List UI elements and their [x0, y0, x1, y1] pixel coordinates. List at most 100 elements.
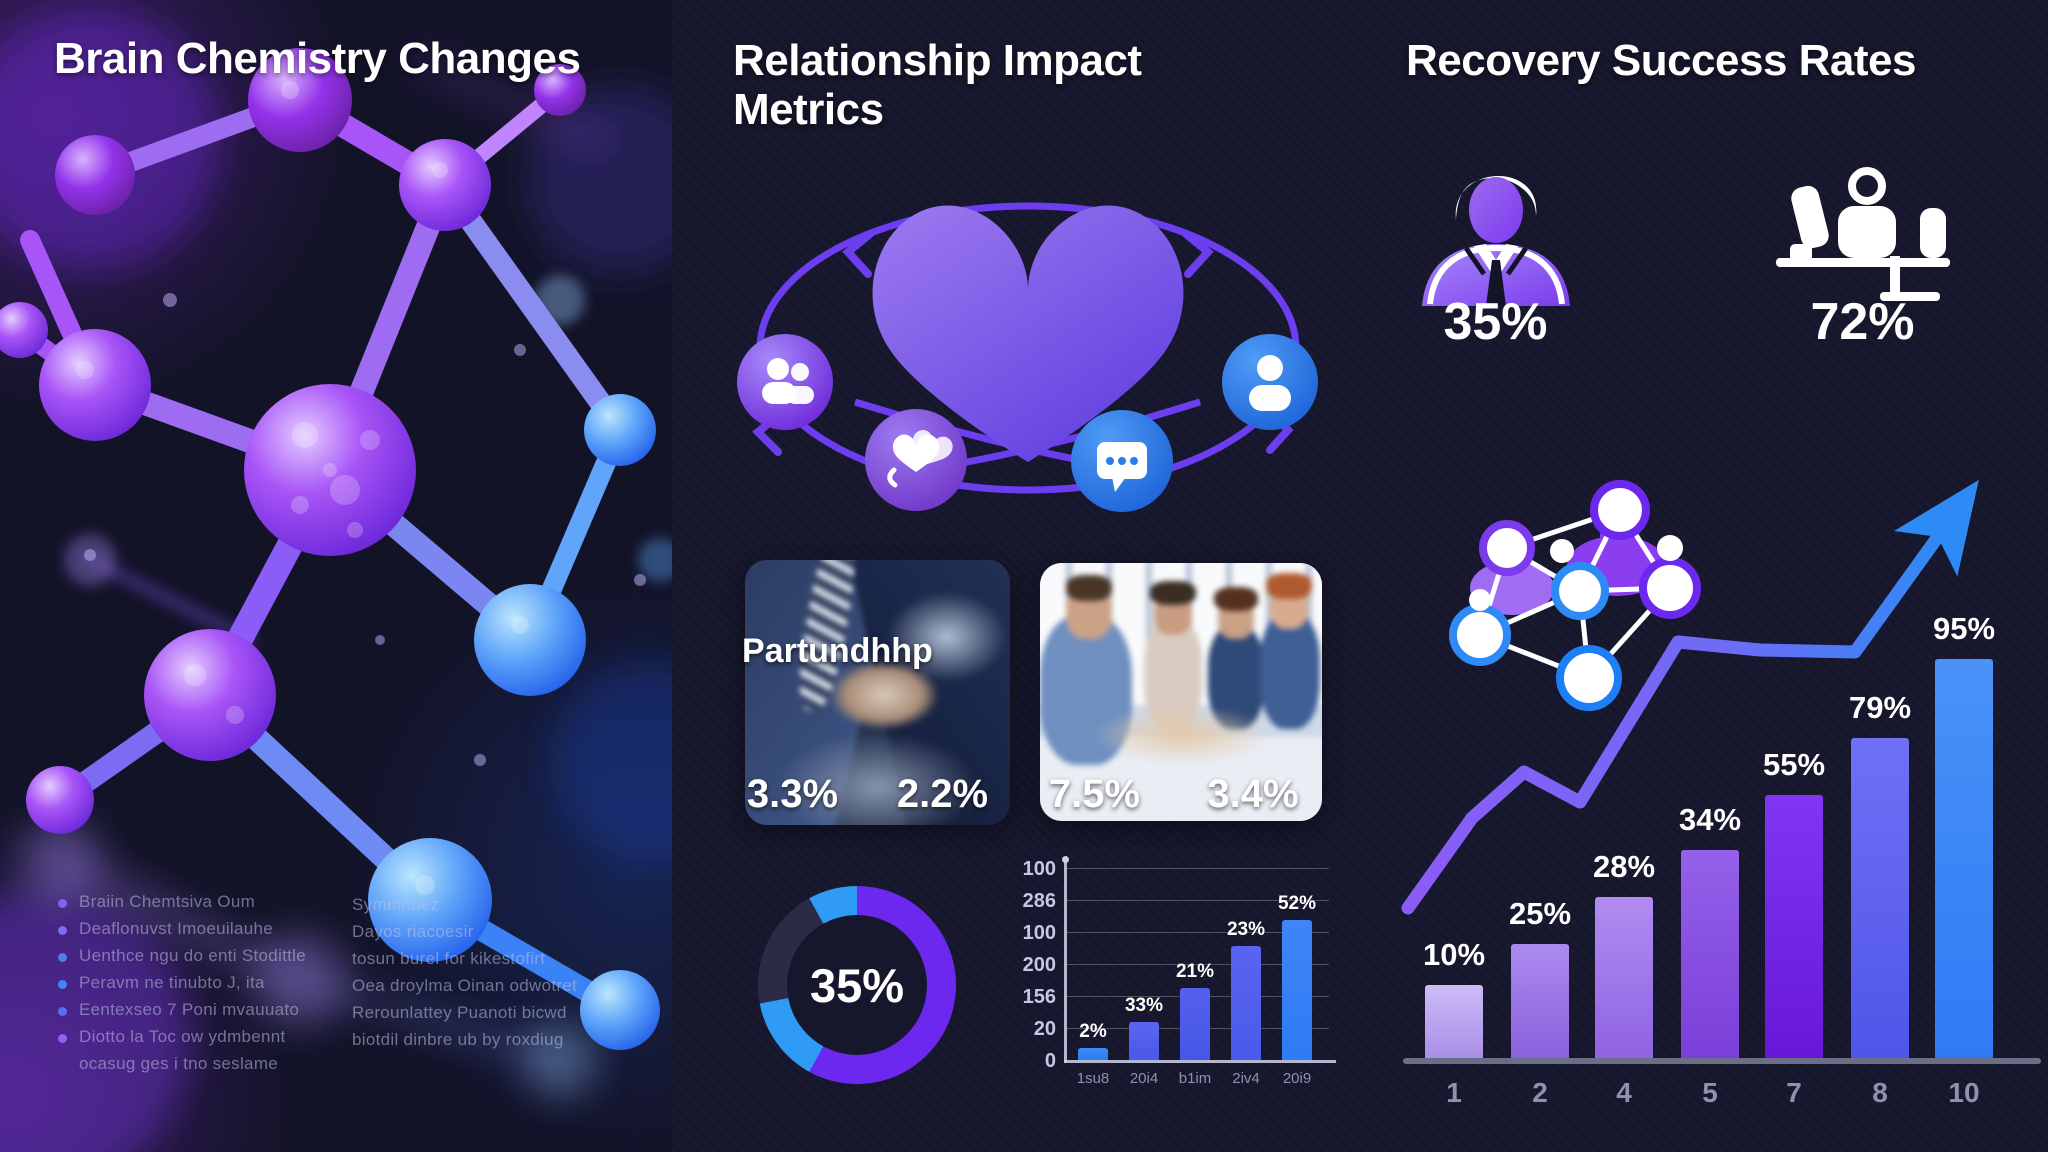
gridline — [1067, 964, 1329, 965]
panel-brain-chemistry: Brain Chemistry Changes Braiin Chemtsiva… — [0, 0, 672, 1152]
bar-value-label: 52% — [1277, 893, 1317, 914]
molecule-illustration — [0, 10, 672, 1152]
y-tick-label: 156 — [1022, 986, 1056, 1008]
bar-value-label: 33% — [1124, 995, 1164, 1016]
stat-value: 2.2% — [896, 772, 989, 816]
heart-hands-icon — [887, 430, 953, 488]
x-tick-label: 20i9 — [1282, 1070, 1312, 1087]
bullet-dot — [58, 1034, 67, 1043]
stat-value: 7.5% — [1048, 772, 1141, 816]
y-tick-label: 200 — [1022, 954, 1056, 976]
bar-value-label: 23% — [1226, 919, 1266, 940]
bullet-text: Diotto la Toc ow ydmbennt — [79, 1027, 286, 1046]
list-item: Deaflonuvst Imoeuilauhe — [58, 919, 306, 946]
bar-value-label: 79% — [1848, 690, 1912, 725]
bar — [1681, 850, 1739, 1058]
x-axis — [1064, 1060, 1336, 1063]
y-tick-label: 286 — [1022, 890, 1056, 912]
bar — [1180, 988, 1210, 1060]
bar — [1078, 1048, 1108, 1060]
person-icon — [1249, 355, 1291, 411]
list-item: Oea droylma Oinan odwotret — [352, 976, 577, 1003]
bar — [1129, 1022, 1159, 1060]
bar-value-label: 10% — [1422, 937, 1486, 972]
business-person-icon — [1422, 175, 1570, 306]
photo-caption: Partundhhp — [742, 632, 933, 670]
bar — [1425, 985, 1483, 1058]
y-tick-label: 100 — [1022, 922, 1056, 944]
bullet-text: Peravm ne tinubto J, ita — [79, 973, 265, 992]
x-tick-label: 10 — [1948, 1077, 1980, 1108]
bullet-text: Symmnuez — [352, 895, 440, 914]
team-meeting-photo — [1040, 563, 1322, 821]
bullet-text: Braiin Chemtsiva Oum — [79, 892, 256, 911]
y-axis-arrow — [1062, 856, 1069, 863]
chat-bubble-icon — [1097, 442, 1147, 492]
gridline — [1067, 932, 1329, 933]
list-item: Diotto la Toc ow ydmbennt — [58, 1027, 306, 1054]
trend-line — [1401, 479, 1979, 915]
bullet-dot — [58, 899, 67, 908]
x-tick-label: 5 — [1702, 1077, 1718, 1108]
bar-value-label: 28% — [1592, 849, 1656, 884]
page-title-relationship: Relationship Impact Metrics — [733, 36, 1142, 135]
list-item: Dayos riacoesir — [352, 922, 577, 949]
donut-hole — [787, 915, 927, 1055]
people-network-icon — [1449, 480, 1701, 711]
page-title-recovery: Recovery Success Rates — [1406, 36, 1917, 85]
bullet-text: Rerounlattey Puanoti bicwd — [352, 1003, 567, 1022]
x-tick-label: 20i4 — [1129, 1070, 1159, 1087]
relationship-cycle-diagram — [737, 202, 1318, 512]
group-node — [737, 334, 833, 430]
donut-chart: 35% — [758, 886, 956, 1084]
bar-value-label: 95% — [1932, 611, 1996, 646]
list-item: Uenthce ngu do enti Stodittle — [58, 946, 306, 973]
bullet-text: ocasug ges i tno seslame — [79, 1054, 279, 1073]
y-tick-label: 0 — [1044, 1050, 1056, 1072]
x-tick-label: 1su8 — [1076, 1070, 1110, 1087]
relationship-bar-chart: 100 286 100 200 156 20 0 2% 1su8 33% 20i4 21% b1im 23… — [1000, 848, 1345, 1148]
bullet-text: tosun burel for kikestofirt — [352, 949, 546, 968]
bar — [1935, 659, 1993, 1058]
bullet-text: biotdil dinbre ub by roxdiug — [352, 1030, 564, 1049]
bullet-list-right: Symmnuez Dayos riacoesir tosun burel for k… — [352, 895, 577, 1057]
x-tick-label: 7 — [1786, 1077, 1802, 1108]
gridline — [1067, 868, 1329, 869]
bullet-text: Uenthce ngu do enti Stodittle — [79, 946, 307, 965]
therapy-desk-icon — [1776, 167, 1950, 301]
bar — [1231, 946, 1261, 1060]
x-tick-label: 4 — [1616, 1077, 1632, 1108]
bullet-dot — [58, 926, 67, 935]
network-nodes — [1449, 480, 1701, 711]
bar — [1765, 795, 1823, 1058]
bar — [1595, 897, 1653, 1058]
x-axis — [1403, 1058, 2041, 1064]
gridline — [1067, 900, 1329, 901]
bullet-dot — [58, 1007, 67, 1016]
recovery-stat-2: 72% — [1810, 293, 1915, 351]
bullet-text: Dayos riacoesir — [352, 922, 474, 941]
list-item: biotdil dinbre ub by roxdiug — [352, 1030, 577, 1057]
list-item: Peravm ne tinubto J, ita — [58, 973, 306, 1000]
x-tick-label: 2iv4 — [1232, 1070, 1260, 1087]
handshake-photo — [745, 560, 1010, 825]
bar — [1511, 944, 1569, 1058]
stat-value: 3.3% — [746, 772, 839, 816]
bar-value-label: 34% — [1678, 802, 1742, 837]
list-item: Braiin Chemtsiva Oum — [58, 892, 306, 919]
y-tick-label: 20 — [1033, 1018, 1056, 1040]
x-tick-label: b1im — [1178, 1070, 1212, 1087]
bullet-text: Eentexseo 7 Poni mvauuato — [79, 1000, 300, 1019]
bullet-text: Deaflonuvst Imoeuilauhe — [79, 919, 274, 938]
bullet-dot — [58, 953, 67, 962]
bar-value-label: 55% — [1762, 747, 1826, 782]
y-tick-label: 100 — [1022, 858, 1056, 880]
bar-value-label: 2% — [1079, 1021, 1107, 1042]
list-item: Symmnuez — [352, 895, 577, 922]
recovery-bar-chart: 10% 1 25% 2 28% 4 34% 5 55% 7 79% 8 95% 10 — [1395, 455, 2048, 1152]
group-icon — [762, 358, 814, 404]
list-item: Eentexseo 7 Poni mvauuato — [58, 1000, 306, 1027]
bar-value-label: 21% — [1175, 961, 1215, 982]
heart-icon — [872, 205, 1184, 463]
bar-value-label: 25% — [1508, 896, 1572, 931]
